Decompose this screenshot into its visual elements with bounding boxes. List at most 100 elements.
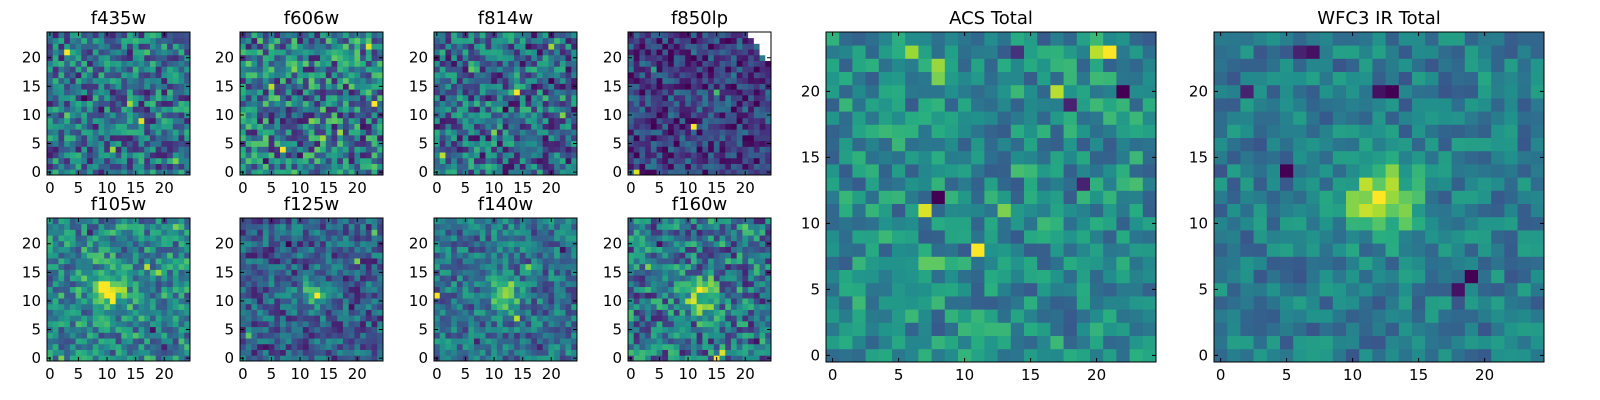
heatmap-cell xyxy=(320,37,327,44)
heatmap-cell xyxy=(342,60,350,67)
heatmap-cell xyxy=(92,43,99,50)
heatmap-cell xyxy=(92,60,99,67)
heatmap-cell xyxy=(262,235,269,242)
heatmap-cell xyxy=(274,269,281,276)
heatmap-cell xyxy=(98,60,105,67)
heatmap-cell xyxy=(685,134,692,142)
y-tick-label: 0 xyxy=(224,163,234,181)
heatmap-cell xyxy=(297,229,304,236)
heatmap-cell xyxy=(371,169,378,176)
heatmap-cell xyxy=(536,72,544,79)
heatmap-cell xyxy=(360,235,367,242)
heatmap-cell xyxy=(348,218,355,225)
heatmap-cell xyxy=(765,123,772,130)
heatmap-cell xyxy=(308,49,315,56)
heatmap-cell xyxy=(536,43,544,50)
heatmap-cell xyxy=(144,298,151,305)
heatmap-cell xyxy=(320,89,327,96)
heatmap-cell xyxy=(468,235,475,242)
heatmap-cell xyxy=(725,157,732,164)
heatmap-cell xyxy=(662,326,669,333)
heatmap-cell xyxy=(371,229,378,236)
heatmap-cell xyxy=(257,72,264,79)
heatmap-cell xyxy=(365,355,372,362)
heatmap-cell xyxy=(285,246,292,253)
heatmap-cell xyxy=(628,275,635,282)
heatmap-cell xyxy=(325,129,332,136)
heatmap-cell xyxy=(360,37,367,44)
heatmap-cell xyxy=(736,157,743,164)
heatmap-cell xyxy=(491,157,498,164)
heatmap-cell xyxy=(696,315,703,322)
heatmap-cell xyxy=(445,66,452,73)
heatmap-cell xyxy=(536,326,544,333)
heatmap-cell xyxy=(736,49,743,56)
heatmap-cell xyxy=(149,286,157,293)
heatmap-cell xyxy=(127,280,134,288)
heatmap-cell xyxy=(668,106,675,113)
heatmap-cell xyxy=(64,275,71,282)
x-tick-label: 20 xyxy=(155,365,174,383)
heatmap-cell xyxy=(308,292,315,299)
heatmap-cell xyxy=(251,129,258,136)
heatmap-cell xyxy=(656,332,663,339)
heatmap-cell xyxy=(58,229,65,236)
heatmap-cell xyxy=(565,320,572,328)
heatmap-cell xyxy=(172,223,179,230)
heatmap-cell xyxy=(149,309,157,316)
heatmap-cell xyxy=(285,123,292,130)
heatmap-cell xyxy=(765,163,772,170)
heatmap-cell xyxy=(462,112,469,119)
heatmap-cell xyxy=(554,146,561,153)
heatmap-cell xyxy=(479,169,486,176)
heatmap-cell xyxy=(58,326,65,333)
heatmap-cell xyxy=(262,60,269,67)
heatmap-cell xyxy=(730,280,738,288)
heatmap-cell xyxy=(485,246,492,253)
heatmap-cell xyxy=(52,152,59,159)
heatmap-cell xyxy=(280,89,287,96)
heatmap-cell xyxy=(297,60,304,67)
heatmap-cell xyxy=(291,49,298,56)
heatmap-cell xyxy=(155,298,162,305)
heatmap-cell xyxy=(708,338,715,345)
heatmap-cell xyxy=(730,43,738,50)
heatmap-cell xyxy=(98,298,105,305)
heatmap-cell xyxy=(371,223,378,230)
heatmap-cell xyxy=(297,146,304,153)
heatmap-cell xyxy=(348,72,355,79)
heatmap-cell xyxy=(685,309,692,316)
heatmap-cell xyxy=(149,140,157,147)
heatmap-cell xyxy=(439,275,446,282)
heatmap-cell xyxy=(184,117,191,124)
heatmap-cell xyxy=(337,106,344,113)
heatmap-cell xyxy=(434,286,441,293)
heatmap-cell xyxy=(354,315,361,322)
heatmap-cell xyxy=(178,123,185,130)
heatmap-cell xyxy=(496,252,504,259)
heatmap-cell xyxy=(696,117,703,124)
heatmap-cell xyxy=(178,263,185,270)
heatmap-cell xyxy=(673,94,680,102)
heatmap-cell xyxy=(702,112,709,119)
heatmap-cell xyxy=(554,123,561,130)
heatmap-cell xyxy=(668,94,675,102)
heatmap-cell xyxy=(109,89,117,96)
heatmap-cell xyxy=(730,117,738,124)
heatmap-cell xyxy=(81,338,88,345)
heatmap-cell xyxy=(525,258,532,265)
heatmap-cell xyxy=(753,77,760,84)
heatmap-cell xyxy=(109,355,117,362)
heatmap-cell xyxy=(87,152,94,159)
heatmap-cell xyxy=(759,37,766,44)
heatmap-cell xyxy=(685,129,692,136)
heatmap-cell xyxy=(559,94,566,102)
heatmap-cell xyxy=(662,320,669,328)
heatmap-cell xyxy=(514,123,521,130)
heatmap-cell xyxy=(690,286,698,293)
heatmap-cell xyxy=(52,43,59,50)
heatmap-cell xyxy=(451,246,458,253)
heatmap-cell xyxy=(531,37,538,44)
heatmap-cell xyxy=(565,163,572,170)
heatmap-cell xyxy=(257,49,264,56)
